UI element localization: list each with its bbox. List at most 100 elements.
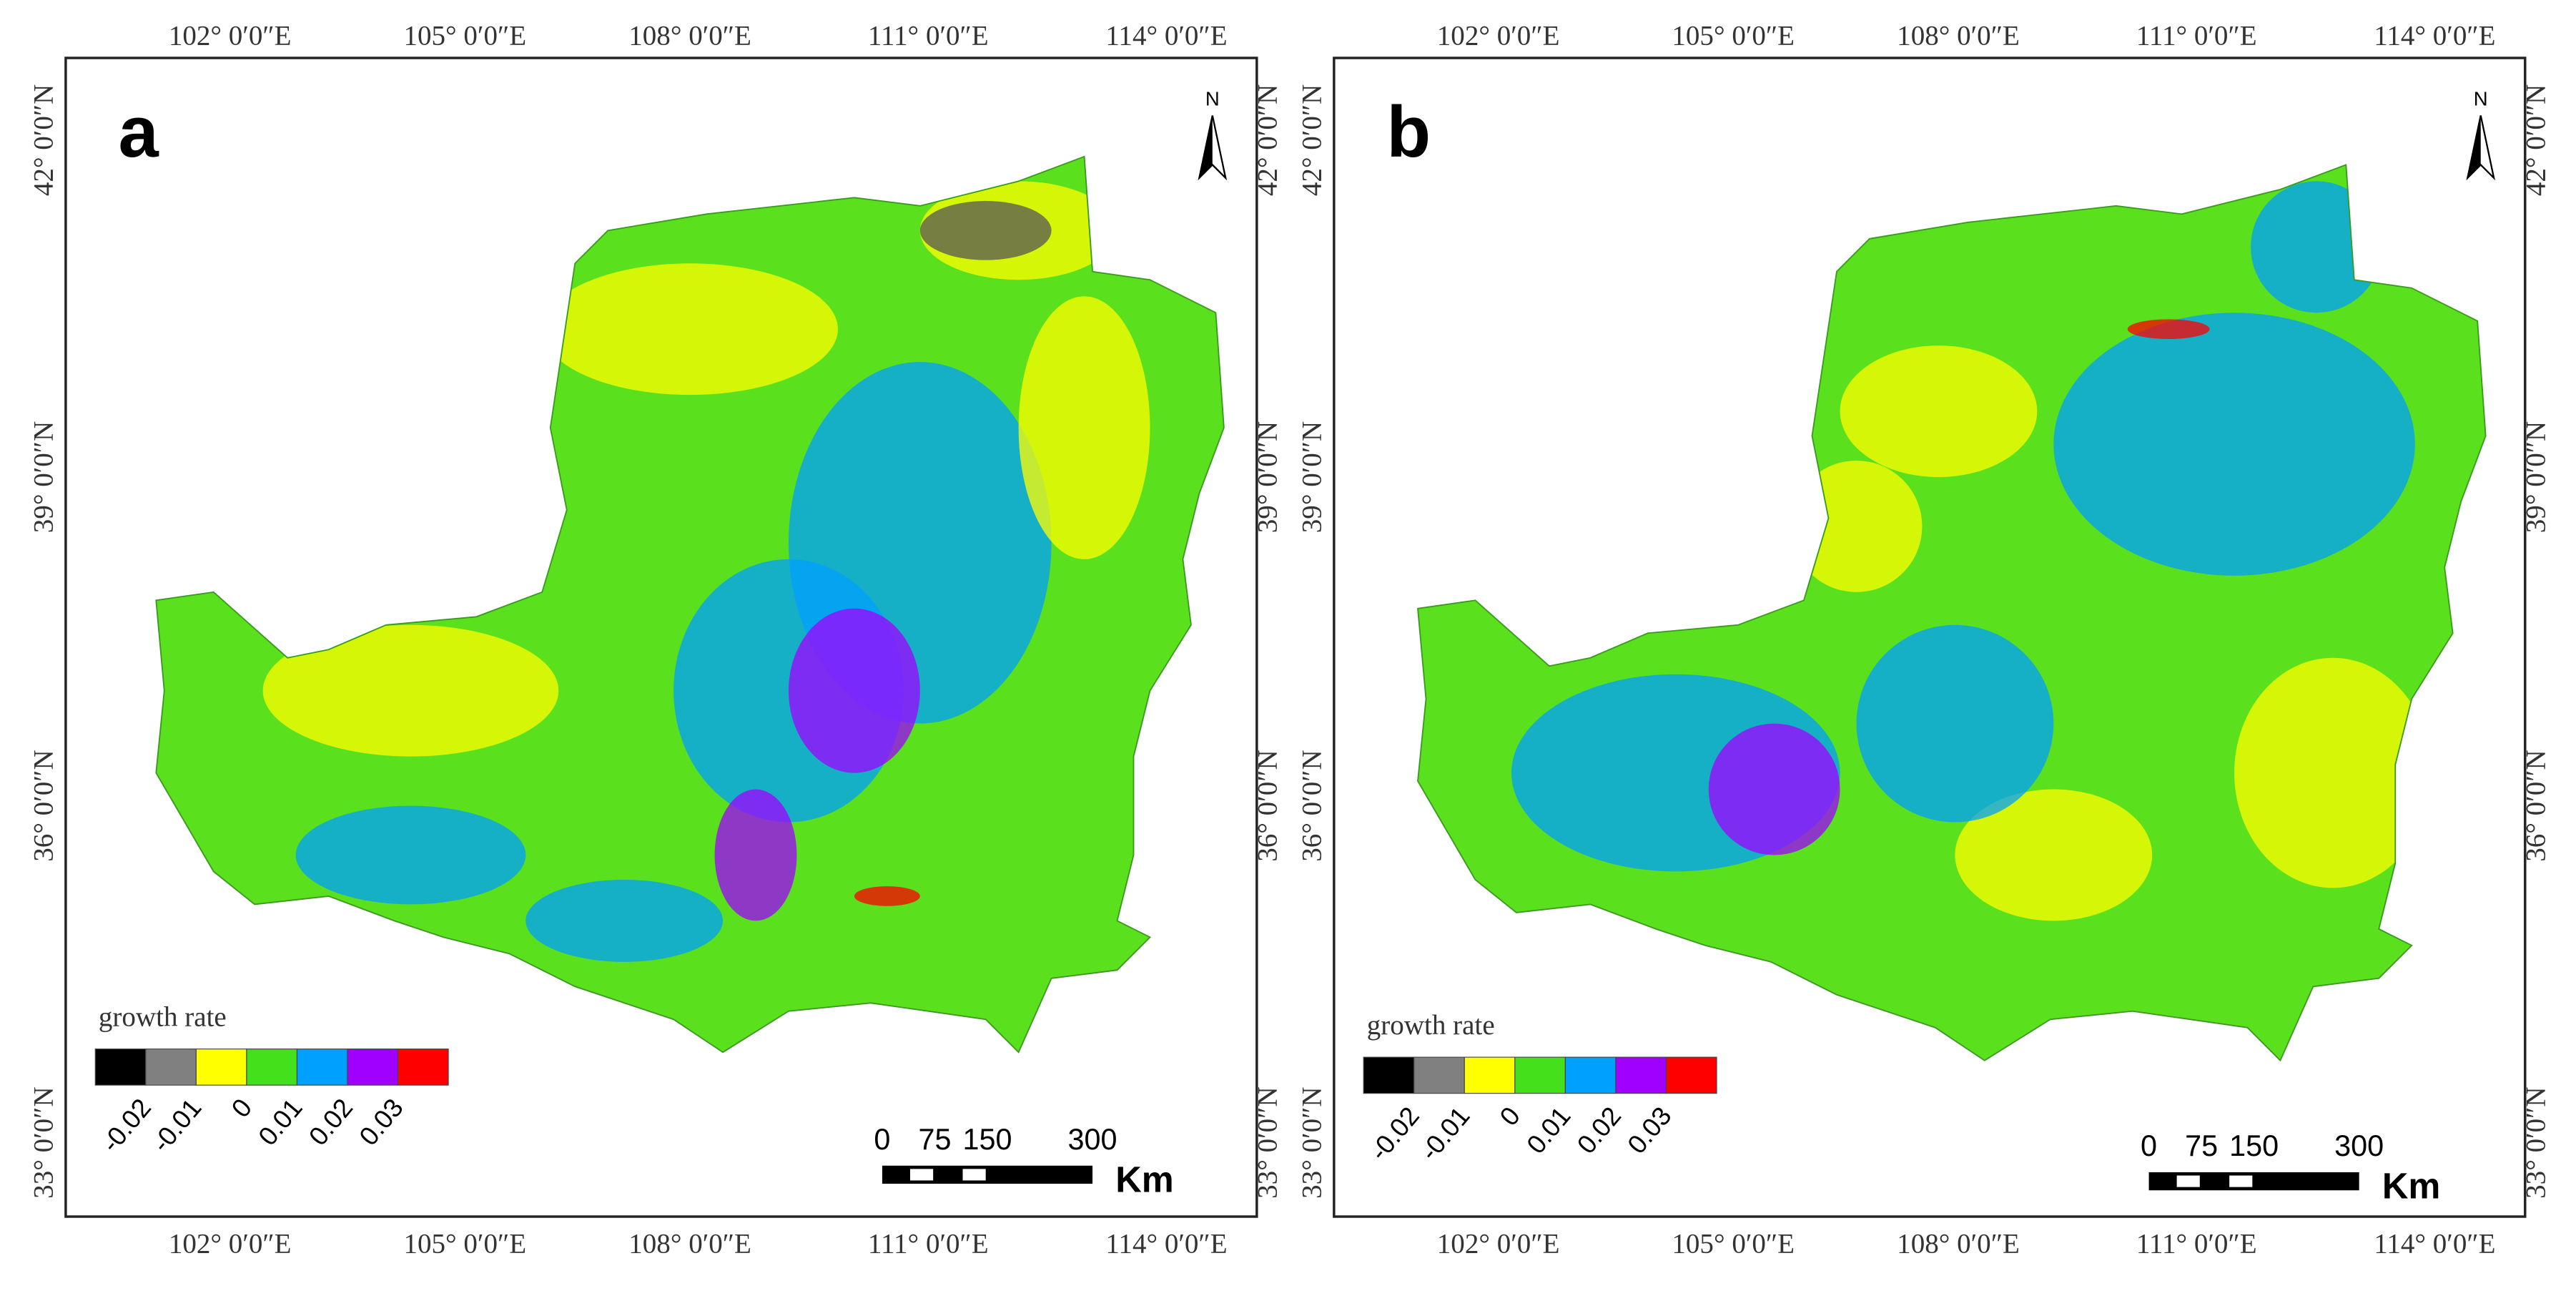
legend-swatch: [1615, 1056, 1667, 1094]
lat-label: 36° 0′0″N: [29, 750, 59, 861]
lon-label: 108° 0′0″E: [628, 21, 751, 51]
legend-label: -0.02: [96, 1093, 157, 1158]
lon-label: 105° 0′0″E: [403, 1229, 526, 1260]
legend-swatch: [1514, 1056, 1566, 1094]
scale-label: 150: [962, 1123, 1012, 1156]
legend-label: 0: [226, 1093, 258, 1123]
scale-label: 150: [2229, 1129, 2279, 1162]
legend-swatch: [1464, 1056, 1516, 1094]
legend-swatch: [347, 1049, 399, 1086]
legend-swatch: [195, 1049, 247, 1086]
lat-label: 39° 0′0″N: [1296, 421, 1327, 533]
lat-label: 36° 0′0″N: [1252, 750, 1283, 861]
map-panel: 102° 0′0″E 102° 0′0″E 105° 0′0″E 105° 0′0″E…: [1296, 21, 2551, 1260]
scale-bar-gap: [962, 1169, 986, 1181]
legend-swatch: [1363, 1056, 1415, 1094]
scale-bar-gap: [2229, 1175, 2253, 1187]
scale-label: 75: [918, 1123, 951, 1156]
legend-label: -0.01: [1414, 1101, 1475, 1167]
scale-bar-gap: [2176, 1175, 2200, 1187]
legend-title: growth rate: [99, 1001, 227, 1032]
lon-label: 111° 0′0″E: [2136, 21, 2257, 51]
lon-label: 105° 0′0″E: [1672, 21, 1795, 51]
raster-map: [1418, 165, 2486, 1061]
lon-label: 114° 0′0″E: [2374, 1229, 2495, 1260]
lon-label: 102° 0′0″E: [169, 21, 292, 51]
map-patch: [854, 886, 920, 906]
north-arrow-half: [1199, 115, 1213, 178]
legend-label: 0.01: [1521, 1101, 1576, 1159]
legend-label: 0.01: [252, 1093, 307, 1151]
legend-label: 0.02: [1571, 1101, 1627, 1159]
map-patch: [1018, 296, 1150, 559]
scale-label: 300: [1068, 1123, 1117, 1156]
legend-swatch: [246, 1049, 298, 1086]
map-patch: [2053, 313, 2415, 576]
lon-label: 111° 0′0″E: [2136, 1229, 2257, 1260]
scale-label: 0: [2141, 1129, 2157, 1162]
map-patch: [1708, 723, 1840, 855]
scale-label: 0: [874, 1123, 890, 1156]
map-patch: [919, 200, 1052, 260]
map-patch: [1856, 624, 2054, 823]
north-label: N: [1205, 88, 1220, 110]
lat-label: 33° 0′0″N: [29, 1086, 59, 1198]
lat-label: 42° 0′0″N: [1252, 84, 1283, 196]
lat-label: 33° 0′0″N: [2520, 1086, 2551, 1198]
lat-label: 33° 0′0″N: [1296, 1086, 1327, 1198]
legend-swatch: [145, 1049, 197, 1086]
lon-label: 108° 0′0″E: [1897, 1229, 2020, 1260]
lon-label: 114° 0′0″E: [1105, 21, 1227, 51]
map-patch: [542, 263, 838, 396]
lat-label: 42° 0′0″N: [1296, 84, 1327, 196]
lat-label: 42° 0′0″N: [2520, 84, 2551, 196]
legend-swatch: [1665, 1056, 1717, 1094]
map-patch: [788, 608, 920, 773]
lat-label: 42° 0′0″N: [29, 84, 59, 196]
map-patch: [1790, 460, 1923, 592]
legend-swatch: [1564, 1056, 1617, 1094]
map-patch: [525, 879, 724, 962]
lat-label: 36° 0′0″N: [2520, 750, 2551, 861]
north-arrow-half: [2467, 115, 2481, 178]
map-patch: [2127, 319, 2210, 339]
lat-label: 33° 0′0″N: [1252, 1086, 1283, 1198]
map-patch: [1955, 789, 2153, 921]
lon-label: 108° 0′0″E: [628, 1229, 751, 1260]
north-label: N: [2474, 88, 2488, 110]
map-panel: 102° 0′0″E 102° 0′0″E 105° 0′0″E 105° 0′0″E…: [29, 21, 1283, 1260]
scale-unit: Km: [2382, 1166, 2440, 1207]
legend-swatch: [397, 1049, 449, 1086]
scale-unit: Km: [1115, 1159, 1173, 1200]
map-patch: [295, 805, 526, 905]
legend-label: -0.02: [1364, 1101, 1425, 1167]
panel-frame: [64, 57, 1258, 1218]
scale-label: 75: [2185, 1129, 2218, 1162]
scale-bar-gap: [909, 1169, 934, 1181]
legend-swatch: [1413, 1056, 1465, 1094]
lon-label: 102° 0′0″E: [1437, 21, 1560, 51]
legend-swatch: [296, 1049, 348, 1086]
lat-label: 36° 0′0″N: [1296, 750, 1327, 861]
lon-label: 114° 0′0″E: [2374, 21, 2495, 51]
legend-label: -0.01: [146, 1093, 207, 1158]
lon-label: 111° 0′0″E: [868, 1229, 989, 1260]
panel-frame: [1333, 57, 2527, 1218]
map-patch: [262, 624, 559, 757]
lat-label: 39° 0′0″N: [29, 421, 59, 533]
lon-label: 102° 0′0″E: [1437, 1229, 1560, 1260]
legend-swatch: [94, 1049, 147, 1086]
legend-label: 0.02: [303, 1093, 358, 1151]
map-outline: [1417, 164, 2487, 1062]
lon-label: 105° 0′0″E: [1672, 1229, 1795, 1260]
lon-label: 105° 0′0″E: [403, 21, 526, 51]
lat-label: 39° 0′0″N: [1252, 421, 1283, 533]
map-patch: [714, 789, 797, 921]
lon-label: 111° 0′0″E: [868, 21, 989, 51]
legend-label: 0.03: [353, 1093, 408, 1151]
map-outline: [155, 155, 1225, 1054]
scale-label: 300: [2334, 1129, 2384, 1162]
lon-label: 114° 0′0″E: [1105, 1229, 1227, 1260]
lat-label: 39° 0′0″N: [2520, 421, 2551, 533]
panel-letter: a: [118, 92, 159, 172]
